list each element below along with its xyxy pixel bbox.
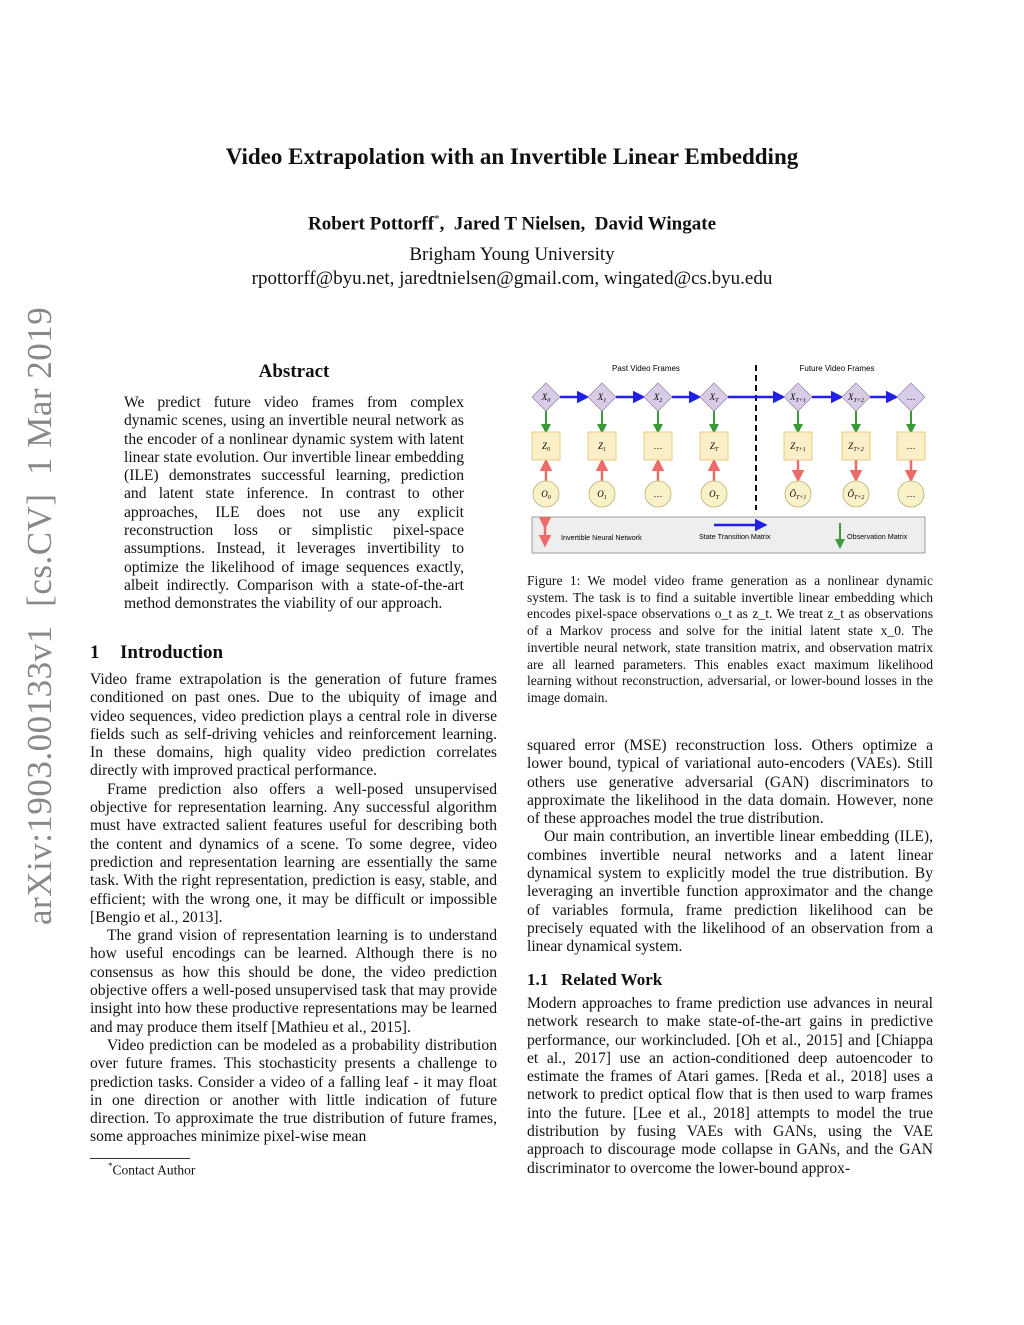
state-node-diamond xyxy=(699,382,729,412)
abstract-text: We predict future video frames from comp… xyxy=(124,394,464,613)
state-node-diamond xyxy=(841,382,871,412)
observation-node-label: ÕT+2 xyxy=(848,489,865,501)
state-node-label: XT xyxy=(709,392,720,404)
state-node-label: X2 xyxy=(653,392,663,404)
observation-node-label: O1 xyxy=(597,489,607,501)
latent-node-label: Z1 xyxy=(598,441,606,453)
arxiv-stamp: arXiv:1903.00133v1 [cs.CV] 1 Mar 2019 xyxy=(20,306,59,925)
observation-node-circle xyxy=(897,480,925,508)
paper-title: Video Extrapolation with an Invertible L… xyxy=(225,144,799,169)
observation-node-label: O0 xyxy=(541,489,551,501)
section-title: Related Work xyxy=(561,970,663,989)
latent-node-square xyxy=(841,431,871,461)
footnote-text: Contact Author xyxy=(112,1162,196,1178)
footnote-rule xyxy=(90,1158,190,1159)
author-name: David Wingate xyxy=(594,213,717,235)
paragraph: The grand vision of representation learn… xyxy=(90,927,497,1036)
footnote: *Contact Author xyxy=(108,1161,195,1179)
latent-node-label: ZT+1 xyxy=(790,441,805,453)
section-heading-related-work: 1.1 Related Work xyxy=(527,970,662,990)
paragraph: Video prediction can be modeled as a pro… xyxy=(90,1036,497,1146)
latent-node-square xyxy=(643,431,673,461)
latent-node-square xyxy=(896,431,926,461)
observation-node-circle xyxy=(532,480,560,508)
section-title: Introduction xyxy=(120,642,224,663)
observation-node-label: … xyxy=(654,489,663,499)
observation-node-label: OT xyxy=(709,489,720,501)
state-node-diamond xyxy=(783,382,813,412)
figure-1-diagram: Past Video Frames Future Video Frames X0… xyxy=(531,364,926,554)
observation-node-label: ÕT+1 xyxy=(790,489,807,501)
author-name: Jared T Nielsen xyxy=(453,213,581,235)
state-node-label: … xyxy=(907,392,916,402)
author-emails: rpottorff@byu.net, jaredtnielsen@gmail.c… xyxy=(251,268,773,289)
latent-node-square xyxy=(699,431,729,461)
section-number: 1.1 xyxy=(527,970,549,989)
related-work-body: Modern approaches to frame prediction us… xyxy=(527,995,933,1178)
latent-node-square xyxy=(783,431,813,461)
section-number: 1 xyxy=(90,642,100,663)
latent-node-square xyxy=(531,431,561,461)
paragraph: squared error (MSE) reconstruction loss.… xyxy=(527,737,933,828)
legend-inn: Invertible Neural Network xyxy=(561,533,642,542)
paragraph: Video frame extrapolation is the generat… xyxy=(90,671,497,780)
state-node-diamond xyxy=(587,382,617,412)
legend-stm: State Transition Matrix xyxy=(699,532,771,541)
latent-node-square xyxy=(587,431,617,461)
observation-node-circle xyxy=(644,480,672,508)
latent-node-label: Z0 xyxy=(542,441,550,453)
author-mark: * xyxy=(434,213,440,225)
introduction-body: Video frame extrapolation is the generat… xyxy=(90,671,497,1147)
observation-node-label: … xyxy=(907,489,916,499)
past-frames-label: Past Video Frames xyxy=(612,364,680,373)
observation-node-circle xyxy=(588,480,616,508)
affiliation: Brigham Young University xyxy=(409,244,615,265)
section-heading-introduction: 1 Introduction xyxy=(90,642,223,664)
state-node-label: XT+2 xyxy=(847,392,864,404)
latent-node-label: … xyxy=(907,441,916,451)
latent-node-label: ZT+2 xyxy=(848,441,863,453)
observation-node-circle xyxy=(842,480,870,508)
footnote-mark: * xyxy=(108,1161,113,1171)
latent-node-label: … xyxy=(654,441,663,451)
author-name: Robert Pottorff xyxy=(307,213,435,235)
state-node-diamond xyxy=(896,382,926,412)
latent-node-label: ZT xyxy=(710,441,719,453)
state-node-diamond xyxy=(531,382,561,412)
abstract-heading: Abstract xyxy=(258,361,330,382)
paragraph: Modern approaches to frame prediction us… xyxy=(527,995,933,1177)
author-list: Robert Pottorff*, Jared T Nielsen, David… xyxy=(307,213,717,235)
paragraph: Our main contribution, an invertible lin… xyxy=(527,828,933,956)
state-node-label: X0 xyxy=(541,392,551,404)
right-column-body: squared error (MSE) reconstruction loss.… xyxy=(527,737,933,957)
state-node-label: X1 xyxy=(597,392,607,404)
state-node-diamond xyxy=(643,382,673,412)
state-node-label: XT+1 xyxy=(789,392,806,404)
legend-obs: Observation Matrix xyxy=(847,532,908,541)
paragraph: Frame prediction also offers a well-pose… xyxy=(90,780,497,926)
observation-node-circle xyxy=(700,480,728,508)
figure-caption: Figure 1: We model video frame generatio… xyxy=(527,573,933,705)
future-frames-label: Future Video Frames xyxy=(800,364,875,373)
legend-box xyxy=(531,516,926,554)
abstract-body: We predict future video frames from comp… xyxy=(124,394,464,614)
observation-node-circle xyxy=(784,480,812,508)
